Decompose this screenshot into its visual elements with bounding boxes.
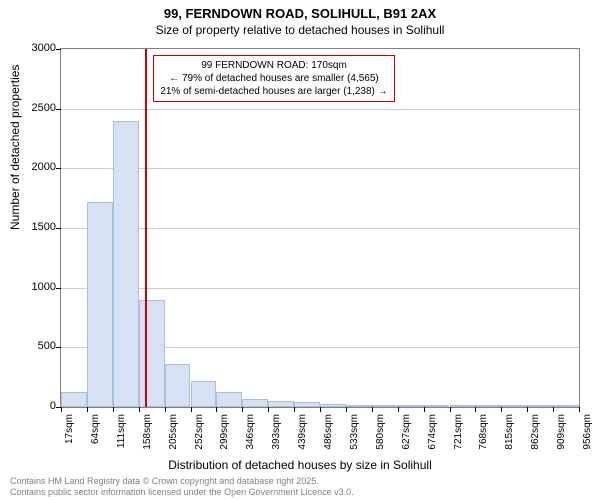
xtick-label: 393sqm [271,414,282,450]
ytick-mark [56,288,61,289]
histogram-bar [553,405,579,407]
xtick-label: 17sqm [64,414,75,444]
xtick-mark [501,407,502,412]
histogram-bar [242,399,268,407]
chart-container: 99, FERNDOWN ROAD, SOLIHULL, B91 2AX Siz… [0,0,600,500]
xtick-mark [450,407,451,412]
ytick-mark [56,168,61,169]
gridline [61,228,579,229]
annotation-line1: 99 FERNDOWN ROAD: 170sqm [160,59,387,72]
histogram-bar [320,404,346,407]
xtick-mark [294,407,295,412]
annotation-line2: ← 79% of detached houses are smaller (4,… [160,72,387,85]
ytick-label: 0 [16,400,56,412]
gridline [61,288,579,289]
histogram-bar [139,300,165,407]
xtick-mark [113,407,114,412]
xtick-label: 346sqm [245,414,256,450]
chart-title: 99, FERNDOWN ROAD, SOLIHULL, B91 2AX [0,0,600,21]
ytick-label: 500 [16,340,56,352]
xtick-label: 815sqm [504,414,515,450]
annotation-box: 99 FERNDOWN ROAD: 170sqm← 79% of detache… [153,55,394,102]
histogram-bar [475,405,501,407]
xtick-label: 252sqm [194,414,205,450]
xtick-label: 533sqm [349,414,360,450]
xtick-mark [398,407,399,412]
plot-area: 99 FERNDOWN ROAD: 170sqm← 79% of detache… [60,48,580,408]
reference-line [145,49,147,407]
y-axis-label: Number of detached properties [8,65,22,230]
histogram-bar [294,402,320,407]
histogram-bar [346,405,372,407]
histogram-bar [216,392,242,408]
xtick-mark [191,407,192,412]
xtick-label: 158sqm [142,414,153,450]
xtick-label: 64sqm [90,414,101,444]
xtick-mark [475,407,476,412]
histogram-bar [268,401,294,407]
xtick-label: 111sqm [116,414,127,448]
xtick-label: 205sqm [168,414,179,450]
xtick-mark [165,407,166,412]
xtick-mark [216,407,217,412]
ytick-label: 3000 [16,42,56,54]
ytick-mark [56,347,61,348]
xtick-label: 674sqm [427,414,438,450]
xtick-mark [242,407,243,412]
gridline [61,168,579,169]
xtick-label: 862sqm [530,414,541,450]
xtick-mark [346,407,347,412]
histogram-bar [87,202,113,407]
xtick-mark [527,407,528,412]
ytick-label: 1000 [16,281,56,293]
histogram-bar [501,405,527,407]
xtick-mark [268,407,269,412]
x-axis-label: Distribution of detached houses by size … [0,458,600,472]
ytick-mark [56,109,61,110]
xtick-label: 439sqm [297,414,308,450]
histogram-bar [398,405,424,407]
xtick-label: 956sqm [582,414,593,450]
xtick-mark [320,407,321,412]
xtick-label: 486sqm [323,414,334,450]
xtick-label: 768sqm [478,414,489,450]
histogram-bar [424,405,450,407]
histogram-bar [191,381,217,407]
xtick-label: 627sqm [401,414,412,450]
xtick-mark [61,407,62,412]
footer-line2: Contains public sector information licen… [10,487,354,498]
annotation-line3: 21% of semi-detached houses are larger (… [160,85,387,98]
ytick-label: 2000 [16,161,56,173]
ytick-mark [56,228,61,229]
chart-subtitle: Size of property relative to detached ho… [0,23,600,37]
ytick-label: 2500 [16,102,56,114]
xtick-mark [87,407,88,412]
histogram-bar [450,405,476,407]
xtick-mark [372,407,373,412]
histogram-bar [527,405,553,407]
xtick-label: 909sqm [556,414,567,450]
xtick-mark [139,407,140,412]
xtick-mark [424,407,425,412]
ytick-label: 1500 [16,221,56,233]
histogram-bar [165,364,191,407]
histogram-bar [61,392,87,408]
ytick-mark [56,49,61,50]
xtick-label: 299sqm [219,414,230,450]
footer-attribution: Contains HM Land Registry data © Crown c… [10,476,354,498]
xtick-mark [579,407,580,412]
xtick-mark [553,407,554,412]
histogram-bar [372,405,398,407]
xtick-label: 721sqm [453,414,464,450]
histogram-bar [113,121,139,407]
footer-line1: Contains HM Land Registry data © Crown c… [10,476,354,487]
gridline [61,109,579,110]
xtick-label: 580sqm [375,414,386,450]
